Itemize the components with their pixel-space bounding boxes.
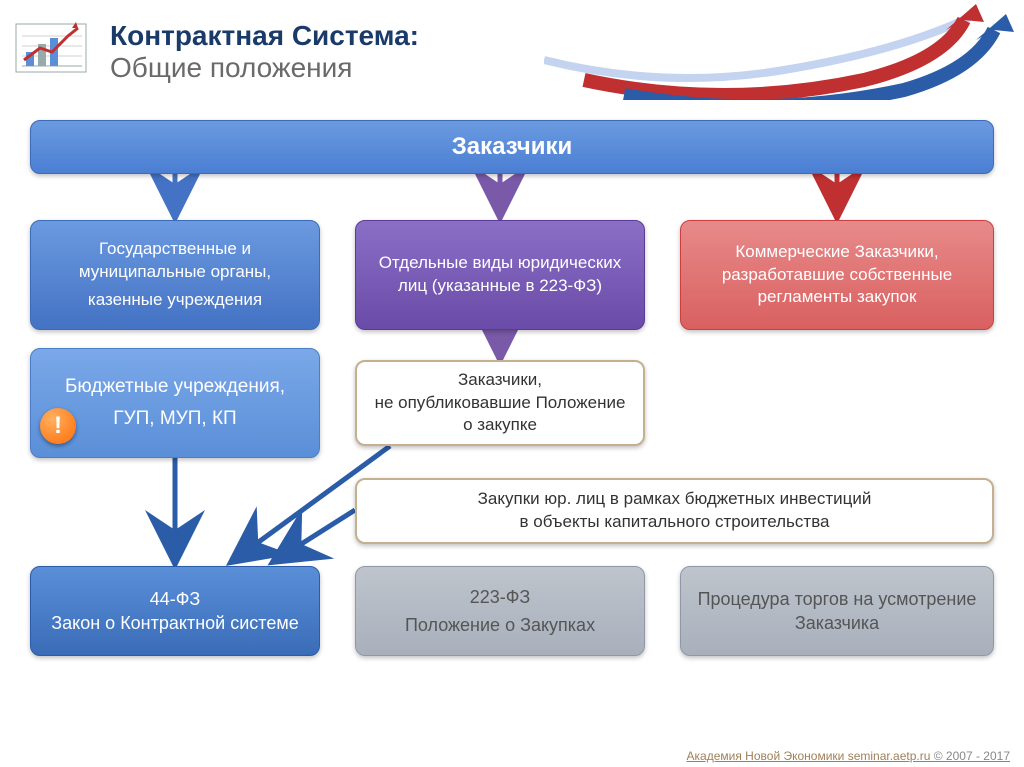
node-commercial: Коммерческие Заказчики, разработавшие со… <box>680 220 994 330</box>
node-budget-institutions: Бюджетные учреждения, ГУП, МУП, КП <box>30 348 320 458</box>
node-line: Заказчики, <box>458 369 542 392</box>
node-unpublished-customers: Заказчики, не опубликовавшие Положение о… <box>355 360 645 446</box>
swoosh-decor-icon <box>544 0 1024 100</box>
node-line: Государственные и муниципальные органы, <box>45 238 305 284</box>
node-customers: Заказчики <box>30 120 994 174</box>
flowchart-container: Заказчики Государственные и муниципальны… <box>0 120 1024 720</box>
node-line: Закупки юр. лиц в рамках бюджетных инвес… <box>478 488 872 511</box>
node-label: Коммерческие Заказчики, разработавшие со… <box>695 241 979 310</box>
slide-header: Контрактная Система: Общие положения <box>0 0 1024 100</box>
node-223fz: 223-ФЗ Положение о Закупках <box>355 566 645 656</box>
node-entity-types: Отдельные виды юридических лиц (указанны… <box>355 220 645 330</box>
footer-copy: © 2007 - 2017 <box>930 749 1010 763</box>
exclamation-icon: ! <box>40 408 76 444</box>
node-44fz: 44-ФЗ Закон о Контрактной системе <box>30 566 320 656</box>
node-state-municipal: Государственные и муниципальные органы, … <box>30 220 320 330</box>
node-line: казенные учреждения <box>88 289 262 312</box>
node-line: 223-ФЗ <box>470 585 531 609</box>
title-sub: Общие положения <box>110 52 419 84</box>
node-line: Положение о Закупках <box>405 613 595 637</box>
title-main: Контрактная Система: <box>110 20 419 52</box>
node-label: Процедура торгов на усмотрение Заказчика <box>695 587 979 636</box>
title-block: Контрактная Система: Общие положения <box>110 20 419 84</box>
node-label: Отдельные виды юридических лиц (указанны… <box>370 252 630 298</box>
node-line: ГУП, МУП, КП <box>113 406 236 432</box>
footer-link[interactable]: Академия Новой Экономики seminar.aetp.ru <box>687 749 931 763</box>
node-customer-discretion: Процедура торгов на усмотрение Заказчика <box>680 566 994 656</box>
node-line: не опубликовавшие Положение о закупке <box>371 392 629 438</box>
chart-decor-icon <box>12 18 90 78</box>
node-line: Бюджетные учреждения, <box>65 374 285 400</box>
node-line: в объекты капитального строительства <box>520 511 830 534</box>
node-line: Закон о Контрактной системе <box>51 611 298 635</box>
node-capital-investments: Закупки юр. лиц в рамках бюджетных инвес… <box>355 478 994 544</box>
footer-credit: Академия Новой Экономики seminar.aetp.ru… <box>687 749 1010 763</box>
node-label: Заказчики <box>452 131 573 163</box>
node-line: 44-ФЗ <box>150 587 201 611</box>
